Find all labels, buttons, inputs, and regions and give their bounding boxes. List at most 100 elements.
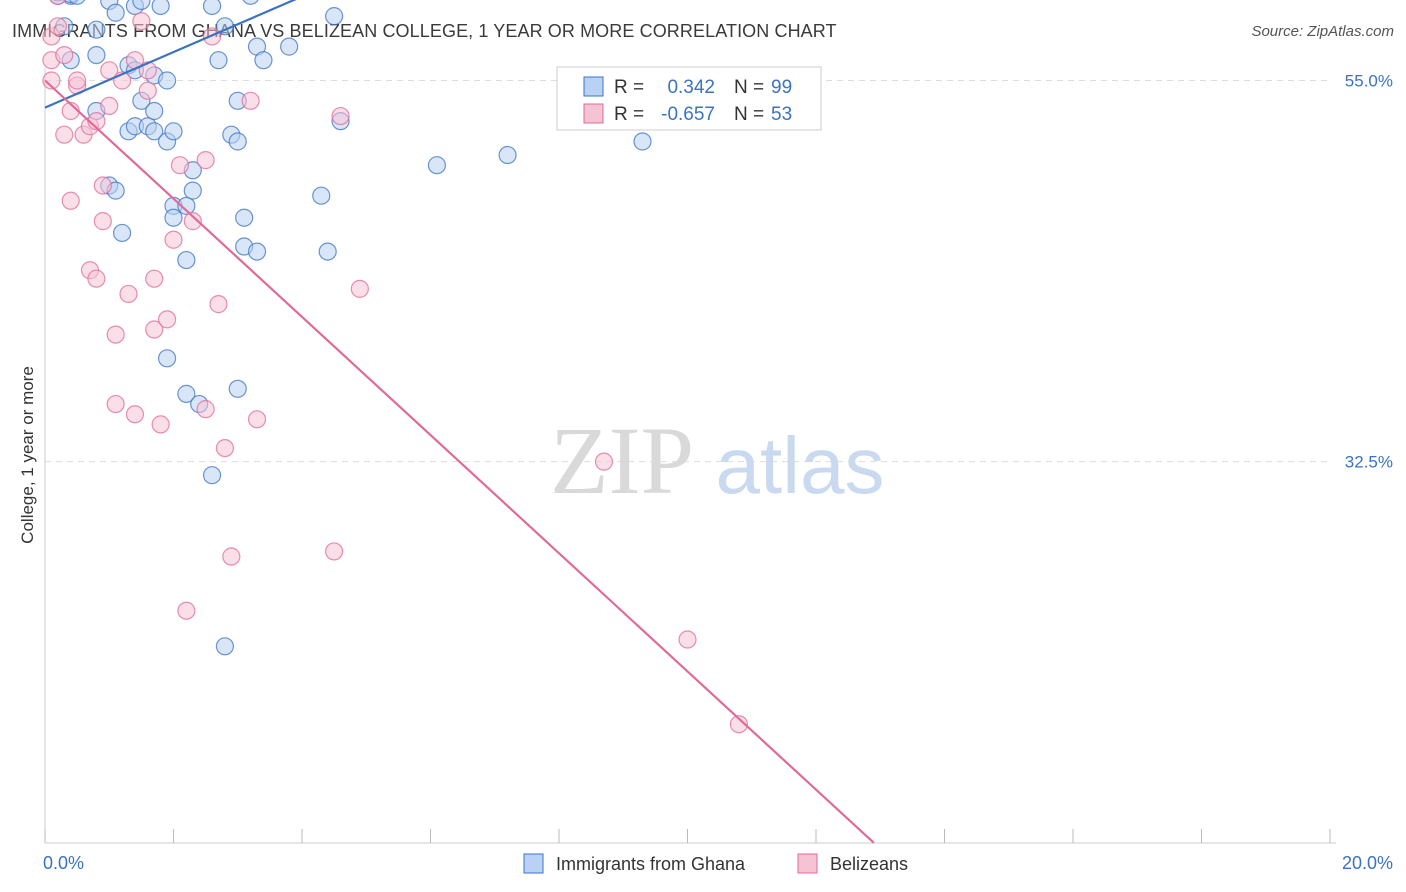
bottom-legend-swatch-ghana: [523, 853, 544, 874]
source-credit: Source: ZipAtlas.com: [1251, 23, 1394, 40]
ghana-point: [254, 51, 273, 70]
ghana-point: [202, 466, 222, 485]
ghana-point: [87, 20, 106, 39]
ghana-point: [145, 122, 164, 141]
belizean-point: [729, 715, 749, 734]
y-tick-labels: 32.5%55.0%77.5%100.0%: [1345, 72, 1393, 472]
ghana-point: [318, 242, 337, 261]
ghana-point: [145, 101, 164, 121]
ghana-point: [427, 156, 447, 175]
belizean-point: [196, 151, 215, 170]
belizean-point: [215, 438, 234, 458]
ghana-point: [498, 145, 517, 165]
belizean-point: [87, 269, 106, 288]
legend-n-value-2: 53: [771, 104, 792, 125]
ghana-trend-line: [44, 0, 297, 109]
legend-n-label-2: N =: [734, 104, 764, 125]
x-tick-label: 20.0%: [1342, 853, 1393, 873]
belizean-point: [241, 91, 260, 110]
belizean-point: [138, 61, 157, 80]
belizean-point: [42, 71, 61, 90]
ghana-point: [209, 51, 228, 70]
belizean-point: [106, 394, 125, 414]
belizean-point: [350, 279, 369, 298]
legend-r-value-2: -0.657: [661, 104, 715, 125]
series-legend: Immigrants from Ghana Belizeans: [523, 853, 908, 874]
ghana-point: [106, 3, 125, 22]
belizean-point: [119, 284, 138, 304]
legend-swatch-ghana: [583, 76, 604, 97]
ghana-point: [132, 0, 151, 10]
belizean-point: [164, 230, 183, 249]
belizean-point: [93, 176, 112, 195]
belizean-point: [106, 325, 125, 344]
ghana-point: [312, 186, 331, 205]
belizean-point: [125, 405, 145, 424]
belizean-point: [177, 601, 196, 620]
belizean-point: [325, 542, 344, 561]
legend-r-value-1: 0.342: [667, 77, 715, 98]
belizean-point: [68, 71, 87, 90]
belizean-point: [55, 125, 74, 144]
ghana-point: [177, 250, 196, 270]
series-belizean-points: [42, 0, 749, 734]
belizean-point: [170, 156, 190, 175]
ghana-point: [202, 0, 222, 16]
correlation-legend: R = 0.342 N = 99 R = -0.657 N = 53: [556, 66, 822, 131]
belizean-point: [93, 212, 112, 231]
watermark-zip: ZIP: [550, 407, 694, 514]
axes: [44, 68, 1336, 844]
belizean-point: [145, 320, 164, 339]
belizean-trend-line: [44, 79, 875, 844]
trend-lines: [44, 0, 875, 844]
bottom-legend-label-ghana: Immigrants from Ghana: [556, 854, 746, 874]
legend-r-label-1: R =: [614, 77, 644, 98]
belizean-point: [61, 191, 80, 210]
y-tick-label: 32.5%: [1345, 453, 1393, 472]
belizean-point: [49, 0, 66, 5]
belizean-point: [678, 630, 697, 649]
ghana-point: [633, 132, 652, 151]
series-ghana-points: [49, 0, 652, 656]
ghana-point: [247, 242, 267, 261]
y-axis-label: College, 1 year or more: [18, 366, 37, 544]
belizean-point: [151, 415, 170, 434]
legend-n-value-1: 99: [771, 77, 792, 98]
ghana-point: [242, 0, 259, 5]
ghana-point: [215, 637, 234, 656]
ghana-point: [112, 223, 132, 243]
belizean-point: [222, 547, 241, 566]
legend-swatch-belizean: [583, 103, 604, 124]
ghana-point: [69, 0, 86, 5]
ghana-point: [157, 349, 177, 368]
belizean-point: [138, 81, 157, 100]
legend-n-label-1: N =: [734, 77, 764, 98]
ghana-point: [280, 37, 299, 56]
belizean-point: [183, 212, 202, 231]
belizean-point: [594, 452, 614, 471]
ghana-point: [228, 379, 247, 398]
belizean-point: [145, 269, 164, 288]
belizean-point: [132, 12, 151, 31]
belizean-point: [331, 106, 350, 126]
y-tick-label: 55.0%: [1345, 72, 1393, 91]
watermark-atlas: atlas: [716, 421, 885, 510]
ghana-point: [151, 0, 170, 16]
belizean-point: [55, 45, 74, 65]
ghana-point: [177, 384, 196, 403]
ghana-point: [164, 122, 183, 141]
ghana-point: [235, 208, 254, 227]
ghana-point: [228, 132, 247, 151]
bottom-legend-swatch-belizean: [797, 853, 818, 874]
ghana-point: [183, 181, 202, 200]
belizean-point: [196, 400, 215, 419]
ghana-point: [87, 45, 106, 65]
belizean-point: [100, 96, 119, 116]
bottom-legend-label-belizean: Belizeans: [830, 854, 908, 874]
ghana-point: [164, 208, 183, 227]
belizean-point: [157, 310, 177, 329]
ghana-point: [177, 196, 196, 215]
ghana-point: [157, 71, 177, 90]
belizean-point: [247, 410, 267, 429]
